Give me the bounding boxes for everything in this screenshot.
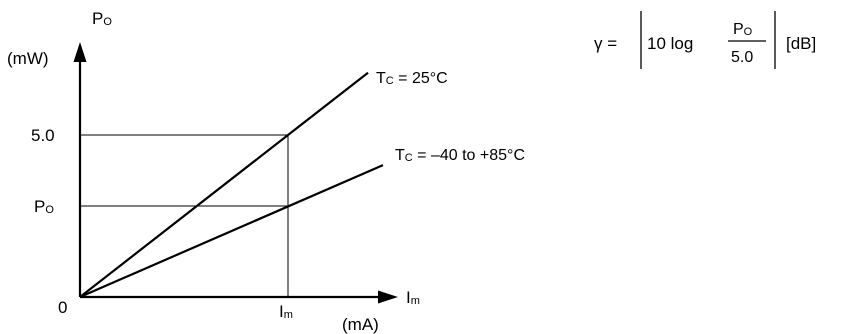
x-axis-unit: (mA) [342,315,379,334]
y-axis-symbol: PO [92,9,112,28]
line-label-range: TC = –40 to +85°C [395,147,525,164]
formula-denominator: 5.0 [731,49,753,66]
line-label-25c: TC = 25°C [376,70,448,87]
y-axis-unit: (mW) [7,49,49,68]
y-tick-5: 5.0 [31,126,55,145]
formula-log: 10 log [647,34,693,53]
origin-label: 0 [58,298,67,317]
formula-unit: [dB] [786,34,816,53]
y-tick-po: PO [34,197,54,216]
formula-numerator: PO [733,21,753,38]
characteristic-line-25c [79,71,369,298]
gamma-formula: γ = 10 log PO 5.0 [dB] [594,11,816,69]
formula-lhs: γ = [594,34,617,53]
x-tick-im: Im [279,302,293,321]
y-axis-arrow [73,42,87,62]
x-axis-arrow [378,290,398,304]
x-axis-symbol: Im [406,288,420,307]
characteristic-line-range [79,164,384,299]
